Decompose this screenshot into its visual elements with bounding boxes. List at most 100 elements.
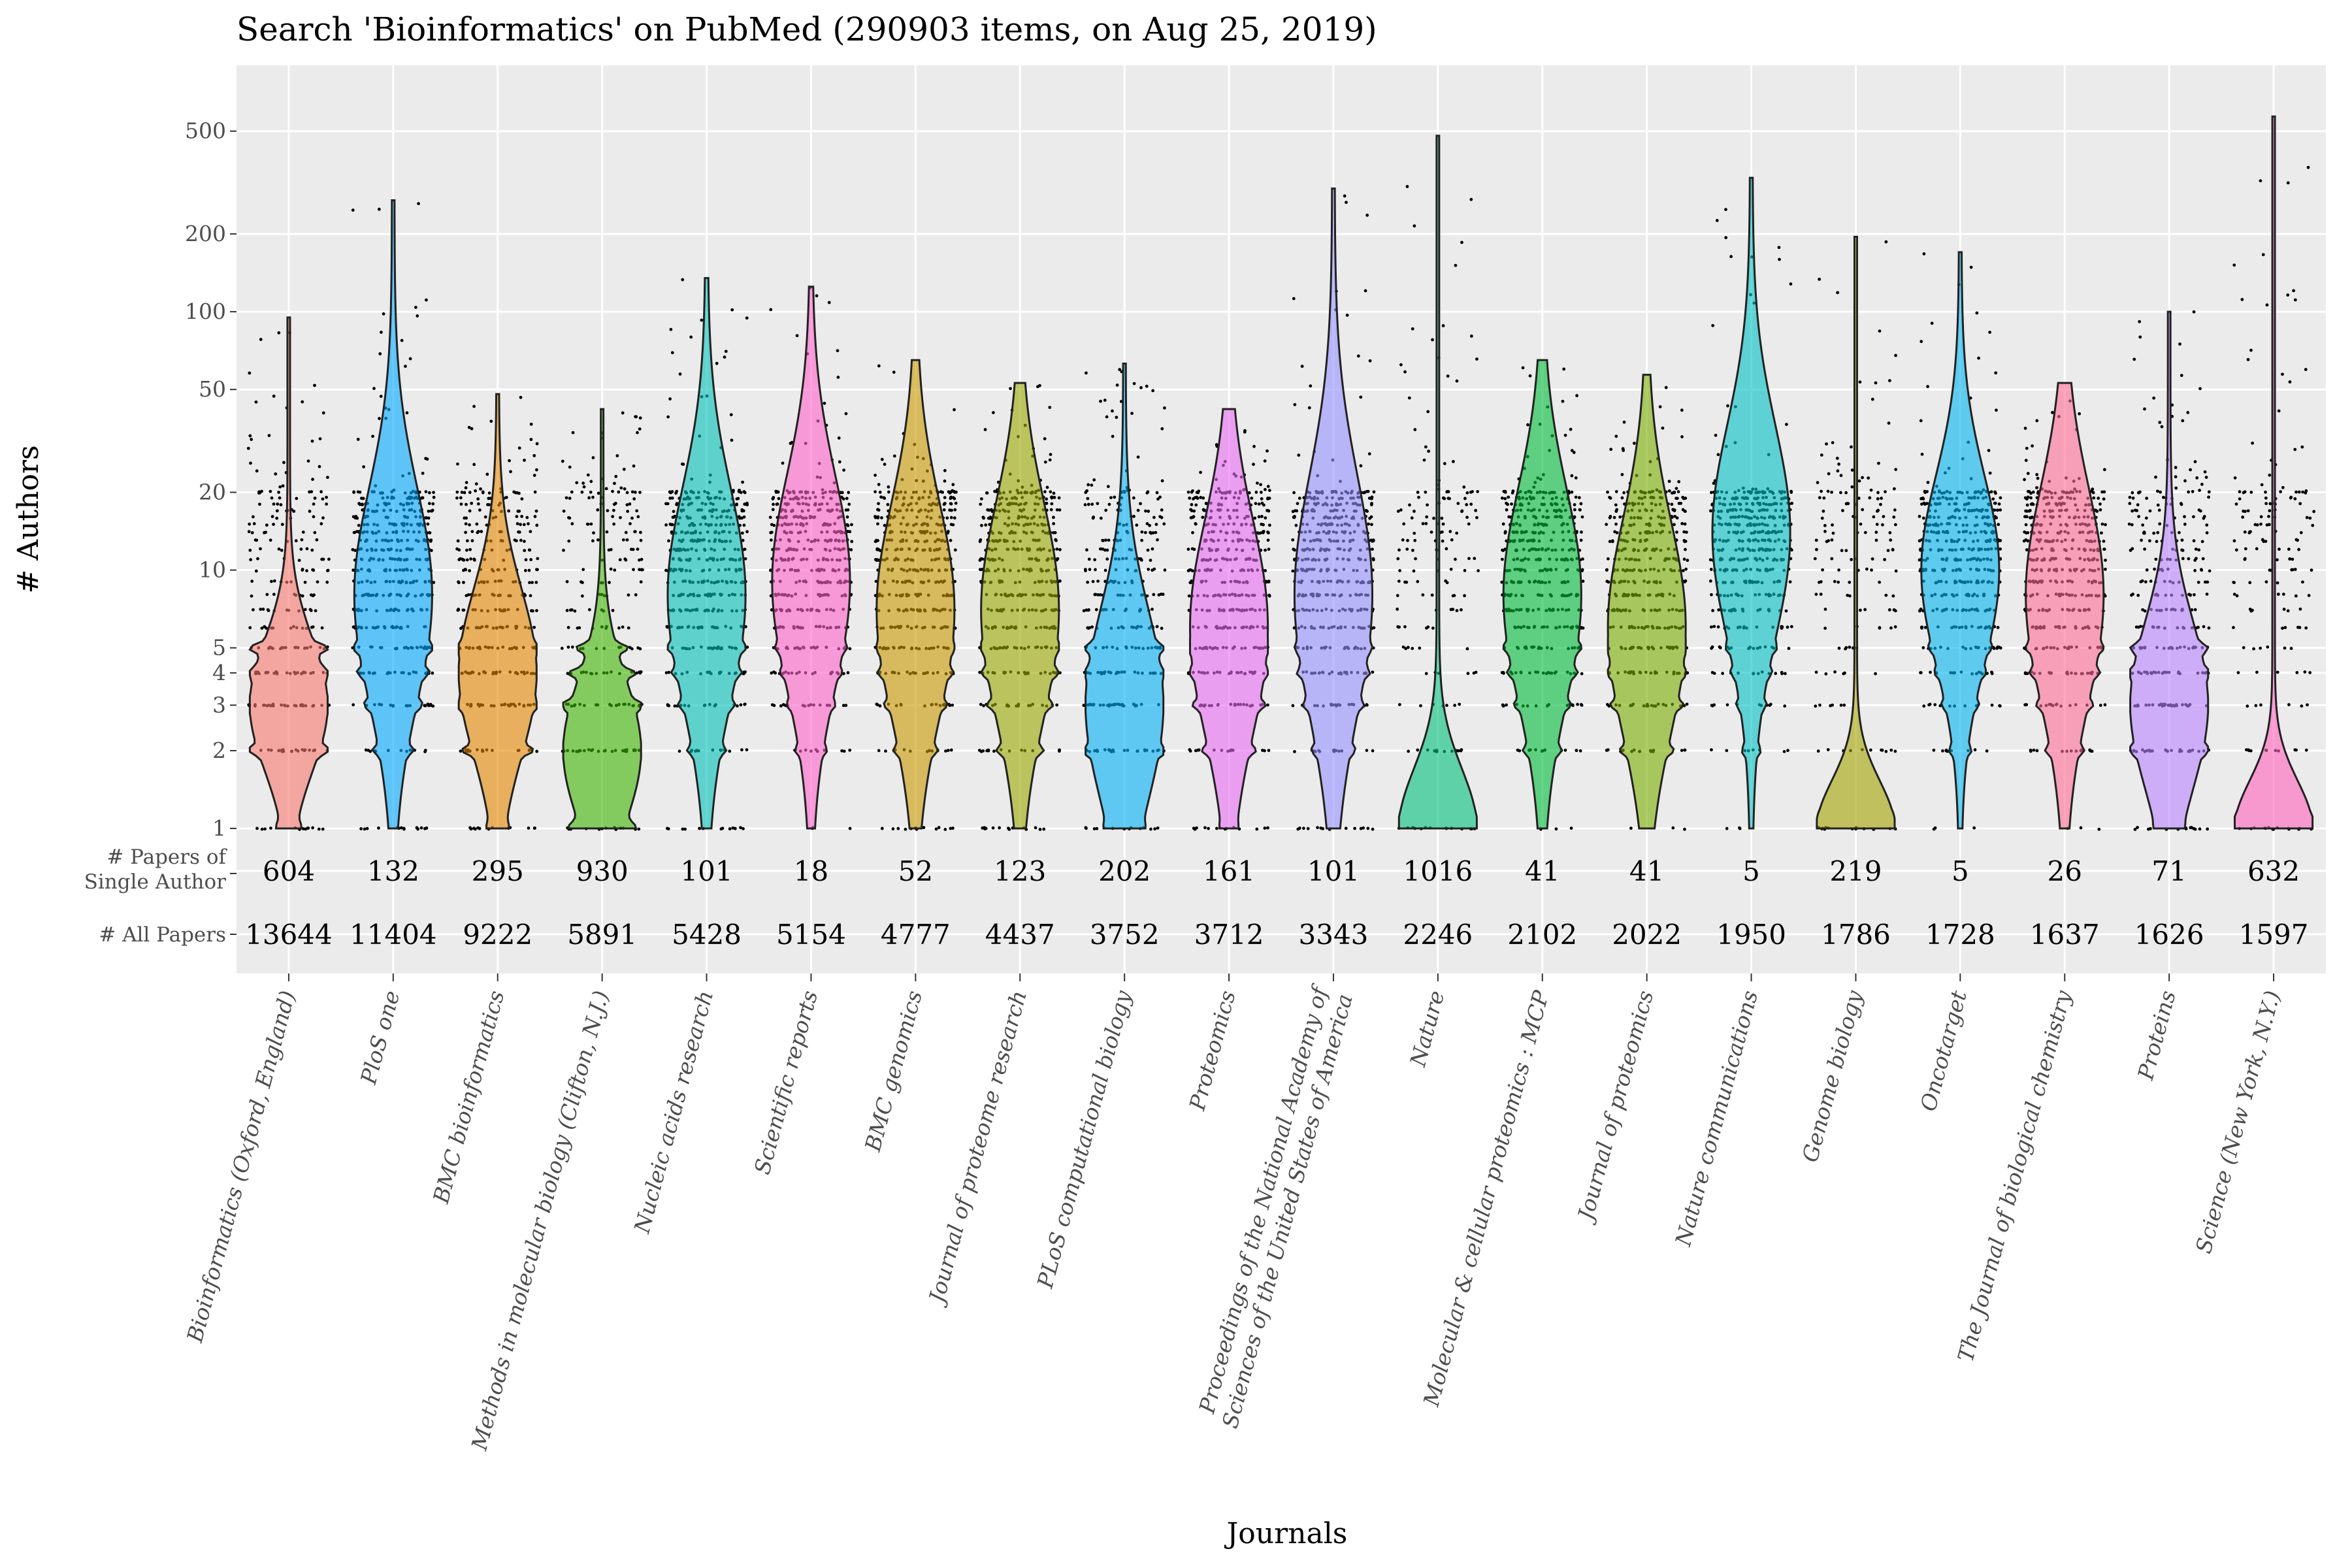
jitter-point: [267, 609, 270, 613]
jitter-point: [1144, 509, 1147, 513]
jitter-point: [992, 749, 996, 753]
jitter-point: [277, 547, 281, 551]
jitter-point: [427, 516, 431, 520]
jitter-point: [678, 372, 682, 376]
jitter-point: [308, 608, 312, 612]
jitter-point: [417, 202, 420, 206]
jitter-point: [363, 827, 367, 831]
jitter-point: [567, 539, 571, 543]
jitter-point: [464, 531, 468, 534]
jitter-point: [359, 827, 363, 830]
jitter-point: [310, 548, 314, 552]
jitter-point: [589, 480, 593, 483]
jitter-point: [795, 334, 799, 338]
jitter-point: [937, 826, 941, 830]
jitter-point: [252, 515, 255, 519]
jitter-point: [949, 538, 953, 542]
jitter-point: [1105, 548, 1109, 552]
jitter-point: [1095, 826, 1099, 830]
jitter-point: [1252, 444, 1256, 448]
jitter-point: [472, 463, 476, 466]
jitter-point: [770, 538, 773, 542]
jitter-point: [468, 523, 471, 527]
jitter-point: [949, 515, 953, 519]
jitter-point: [1262, 523, 1265, 527]
jitter-point: [1192, 515, 1196, 519]
jitter-point: [670, 530, 674, 534]
jitter-point: [565, 609, 569, 612]
jitter-point: [311, 568, 315, 572]
jitter-point: [306, 826, 310, 830]
jitter-point: [668, 490, 672, 494]
jitter-point: [1465, 491, 1469, 495]
jitter-point: [455, 496, 459, 500]
jitter-point: [267, 434, 271, 438]
jitter-point: [1416, 491, 1420, 494]
jitter-point: [1190, 502, 1194, 506]
jitter-point: [586, 473, 590, 477]
jitter-point: [301, 594, 304, 598]
jitter-point: [1455, 379, 1459, 383]
jitter-point: [429, 538, 433, 542]
jitter-point: [1500, 580, 1504, 584]
jitter-point: [683, 827, 687, 831]
jitter-point: [1058, 547, 1062, 551]
jitter-point: [297, 559, 301, 563]
jitter-point: [988, 515, 992, 519]
jitter-point: [1267, 531, 1270, 535]
jitter-point: [640, 557, 644, 561]
jitter-point: [772, 670, 776, 674]
jitter-point: [1118, 368, 1122, 372]
jitter-point: [294, 539, 298, 543]
jitter-point: [408, 357, 412, 361]
jitter-point: [580, 490, 584, 494]
jitter-point: [1298, 497, 1301, 500]
jitter-point: [777, 497, 781, 500]
jitter-point: [1476, 490, 1480, 493]
jitter-point: [1043, 437, 1047, 440]
jitter-point: [318, 465, 321, 468]
jitter-point: [472, 404, 476, 408]
jitter-point: [1462, 485, 1466, 489]
jitter-point: [1413, 531, 1416, 535]
jitter-point: [1294, 523, 1298, 527]
jitter-point: [352, 491, 356, 494]
jitter-point: [1190, 569, 1194, 573]
jitter-point: [248, 626, 252, 630]
jitter-point: [379, 395, 383, 399]
jitter-point: [258, 502, 261, 506]
jitter-point: [250, 531, 254, 534]
jitter-point: [568, 516, 572, 520]
jitter-point: [1264, 487, 1267, 491]
jitter-point: [1252, 463, 1255, 466]
jitter-point: [1413, 224, 1416, 228]
jitter-point: [850, 540, 854, 544]
jitter-point: [1111, 409, 1114, 413]
jitter-point: [1444, 579, 1448, 583]
jitter-point: [631, 547, 635, 551]
jitter-point: [1266, 703, 1269, 707]
jitter-point: [1160, 627, 1164, 630]
jitter-point: [887, 485, 890, 489]
jitter-point: [944, 749, 947, 753]
jitter-point: [465, 548, 468, 552]
jitter-point: [1106, 485, 1110, 489]
jitter-point: [476, 531, 480, 534]
jitter-point: [1155, 625, 1159, 629]
jitter-point: [416, 314, 419, 318]
jitter-point: [1266, 449, 1269, 453]
jitter-point: [1401, 645, 1405, 649]
jitter-point: [1101, 547, 1105, 551]
jitter-point: [1266, 826, 1269, 830]
jitter-point: [1155, 491, 1159, 495]
jitter-point: [1148, 523, 1152, 527]
jitter-point: [479, 487, 482, 491]
jitter-point: [769, 308, 773, 312]
jitter-point: [1132, 515, 1135, 518]
jitter-point: [1405, 580, 1409, 584]
jitter-point: [367, 749, 370, 752]
jitter-point: [1088, 626, 1092, 630]
jitter-point: [535, 749, 539, 753]
jitter-point: [772, 496, 776, 499]
jitter-point: [1405, 185, 1409, 188]
